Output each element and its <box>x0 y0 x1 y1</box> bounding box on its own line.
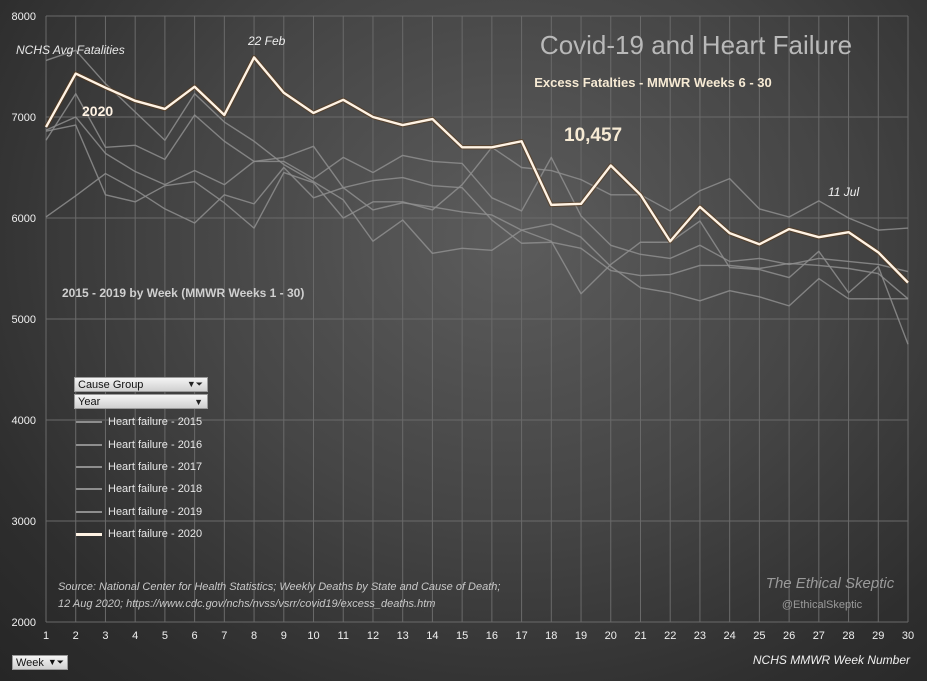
chevron-down-icon: ▼ <box>194 396 203 407</box>
x-tick-label: 2 <box>73 630 79 642</box>
annotation-2020: 2020 <box>82 103 113 119</box>
legend-label: Heart failure - 2015 <box>108 416 203 429</box>
series-line-3 <box>45 166 908 307</box>
x-tick-label: 20 <box>605 630 617 642</box>
y-tick-label: 2000 <box>12 617 36 629</box>
watermark: The Ethical Skeptic <box>766 575 895 592</box>
legend-swatch <box>76 510 102 513</box>
x-tick-label: 19 <box>575 630 587 642</box>
y-tick-label: 5000 <box>12 314 36 326</box>
series-line-5 <box>45 124 909 231</box>
legend-item: Heart failure - 2018 <box>74 478 208 500</box>
series-line-1 <box>45 93 909 273</box>
annotation-baseline-years: 2015 - 2019 by Week (MMWR Weeks 1 - 30) <box>62 286 304 300</box>
annotation-nchs-avg: NCHS Avg Fatalities <box>16 43 125 57</box>
x-tick-label: 28 <box>842 630 854 642</box>
source-line-1: Source: National Center for Health Stati… <box>58 581 500 593</box>
legend: Cause Group ▼⏷ Year ▼ Heart failure - 20… <box>74 377 208 545</box>
legend-item: Heart failure - 2019 <box>74 501 208 523</box>
y-tick-label: 8000 <box>12 11 36 23</box>
legend-item: Heart failure - 2015 <box>74 411 208 433</box>
legend-item: Heart failure - 2016 <box>74 433 208 455</box>
legend-label: Heart failure - 2020 <box>108 528 203 541</box>
legend-item: Heart failure - 2017 <box>74 456 208 478</box>
year-label: Year <box>78 395 101 408</box>
legend-label: Heart failure - 2017 <box>108 460 203 473</box>
x-tick-label: 15 <box>456 630 468 642</box>
x-tick-label: 10 <box>307 630 319 642</box>
x-tick-label: 7 <box>221 630 227 642</box>
year-filter-button[interactable]: Year ▼ <box>74 394 208 409</box>
week-filter-button[interactable]: Week ▼⏷ <box>12 655 68 670</box>
y-tick-label: 3000 <box>12 516 36 528</box>
x-tick-label: 18 <box>545 630 557 642</box>
y-tick-label: 4000 <box>12 415 36 427</box>
cause-group-label: Cause Group <box>78 378 144 391</box>
series-line-6 <box>44 56 909 284</box>
x-tick-label: 27 <box>813 630 825 642</box>
x-tick-label: 12 <box>367 630 379 642</box>
series-line-4 <box>45 49 909 345</box>
week-label: Week <box>16 656 44 669</box>
legend-items: Heart failure - 2015 Heart failure - 2016… <box>74 411 208 545</box>
x-tick-label: 4 <box>132 630 138 642</box>
series-lines <box>44 49 910 345</box>
dropdown-filter-icon: ▼⏷ <box>186 379 203 389</box>
x-tick-label: 29 <box>872 630 884 642</box>
x-tick-label: 14 <box>426 630 438 642</box>
x-tick-label: 9 <box>281 630 287 642</box>
legend-swatch <box>76 532 102 536</box>
legend-label: Heart failure - 2018 <box>108 483 203 496</box>
x-tick-label: 30 <box>902 630 914 642</box>
x-tick-label: 22 <box>664 630 676 642</box>
x-tick-label: 21 <box>634 630 646 642</box>
x-tick-label: 16 <box>486 630 498 642</box>
annotation-excess-total: 10,457 <box>564 125 622 146</box>
chart-title: Covid-19 and Heart Failure <box>540 30 852 60</box>
legend-item: Heart failure - 2020 <box>74 523 208 545</box>
legend-label: Heart failure - 2019 <box>108 505 203 518</box>
x-axis-label: NCHS MMWR Week Number <box>753 653 911 667</box>
x-tick-label: 24 <box>724 630 736 642</box>
x-tick-label: 26 <box>783 630 795 642</box>
x-tick-label: 1 <box>43 630 49 642</box>
dropdown-filter-icon: ▼⏷ <box>47 657 64 667</box>
legend-label: Heart failure - 2016 <box>108 438 203 451</box>
y-tick-label: 7000 <box>12 112 36 124</box>
watermark-handle: @EthicalSkeptic <box>782 599 863 611</box>
x-tick-label: 5 <box>162 630 168 642</box>
legend-swatch <box>76 465 102 468</box>
source-line-2: 12 Aug 2020; https://www.cdc.gov/nchs/nv… <box>58 598 435 610</box>
x-tick-label: 17 <box>515 630 527 642</box>
cause-group-filter-button[interactable]: Cause Group ▼⏷ <box>74 377 208 392</box>
legend-swatch <box>76 443 102 446</box>
legend-swatch <box>76 488 102 491</box>
legend-swatch <box>76 421 102 424</box>
x-tick-label: 3 <box>102 630 108 642</box>
x-tick-label: 23 <box>694 630 706 642</box>
x-tick-label: 8 <box>251 630 257 642</box>
annotation-11-jul: 11 Jul <box>828 185 859 199</box>
axes: 1 2 3 4 5 6 7 8 9 10 11 12 13 14 15 16 17 18 19 20 21 22 23 24 2… <box>12 11 915 642</box>
x-tick-label: 6 <box>192 630 198 642</box>
series-line-2 <box>45 116 909 300</box>
chart-subtitle: Excess Fatalties - MMWR Weeks 6 - 30 <box>534 75 771 90</box>
annotation-22-feb: 22 Feb <box>247 34 286 48</box>
x-tick-label: 25 <box>753 630 765 642</box>
x-tick-label: 11 <box>338 630 349 642</box>
y-tick-label: 6000 <box>12 213 36 225</box>
x-tick-label: 13 <box>397 630 409 642</box>
